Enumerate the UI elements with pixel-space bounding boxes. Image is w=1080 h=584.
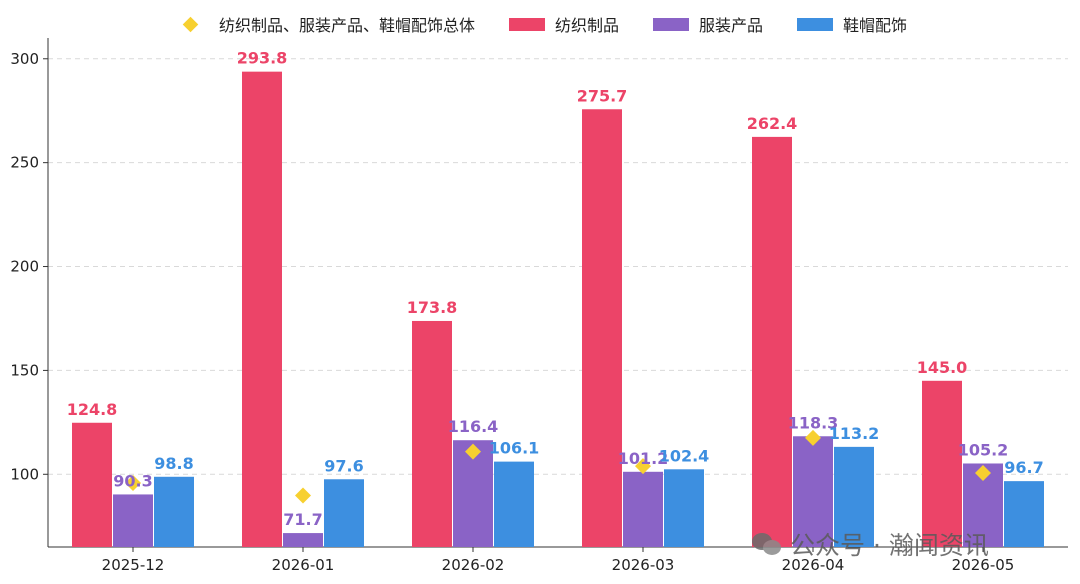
data-label: 102.4 [659, 446, 710, 465]
legend-item-footwear: 鞋帽配饰 [797, 12, 907, 36]
bar [154, 476, 194, 547]
data-label: 145.0 [917, 358, 968, 377]
y-tick-label: 300 [10, 50, 39, 68]
y-tick-label: 150 [10, 361, 39, 379]
overall-marker [295, 487, 311, 504]
bar [324, 479, 364, 547]
data-label: 275.7 [577, 86, 628, 105]
bar [412, 320, 452, 547]
bar [752, 136, 792, 548]
watermark: 公众号 · 瀚闻资讯 [752, 526, 989, 562]
x-tick-label: 2026-02 [442, 556, 505, 574]
legend-item-overall: 纺织制品、服装产品、鞋帽配饰总体 [173, 12, 475, 36]
overall-marker [125, 475, 141, 492]
x-tick-label: 2026-04 [782, 556, 845, 574]
data-label: 98.8 [154, 454, 193, 473]
bar [664, 469, 704, 547]
data-label: 113.2 [829, 424, 880, 443]
wechat-icon [752, 531, 782, 557]
data-label: 106.1 [489, 439, 540, 458]
legend-label-overall: 纺织制品、服装产品、鞋帽配饰总体 [218, 16, 475, 35]
bar [72, 422, 112, 547]
legend-swatch-apparel [653, 17, 689, 31]
data-label: 105.2 [958, 440, 1009, 459]
data-label: 293.8 [237, 49, 288, 68]
bar [494, 461, 534, 547]
legend-diamond-icon [173, 16, 209, 32]
data-label: 97.6 [324, 456, 363, 475]
bar [582, 109, 622, 547]
y-tick-label: 200 [10, 258, 39, 276]
legend-label-apparel: 服装产品 [699, 16, 764, 35]
data-label: 116.4 [448, 417, 499, 436]
overall-marker [805, 429, 821, 446]
x-tick-label: 2026-01 [272, 556, 335, 574]
data-label: 262.4 [747, 114, 798, 133]
bar [1004, 481, 1044, 547]
legend-item-apparel: 服装产品 [653, 12, 763, 36]
watermark-text: 公众号 · 瀚闻资讯 [790, 531, 989, 560]
legend-swatch-footwear [797, 17, 834, 31]
bar [623, 471, 663, 547]
legend-label-footwear: 鞋帽配饰 [843, 16, 908, 35]
bar [283, 533, 323, 547]
bar [922, 380, 962, 547]
bar [113, 494, 153, 547]
x-tick-label: 2026-03 [612, 556, 675, 574]
overall-marker [465, 443, 481, 460]
bar [793, 436, 833, 547]
y-tick-label: 100 [10, 465, 39, 483]
bar [834, 446, 874, 547]
data-label: 118.3 [788, 413, 839, 432]
legend-item-textile: 纺织制品 [508, 12, 619, 36]
data-label: 173.8 [407, 298, 458, 317]
overall-marker [635, 458, 651, 475]
legend-label-textile: 纺织制品 [554, 16, 619, 35]
data-label: 71.7 [283, 510, 322, 529]
x-tick-label: 2026-05 [952, 556, 1015, 574]
data-label: 90.3 [113, 471, 152, 490]
legend-swatch-textile [508, 17, 545, 31]
bar [242, 71, 282, 548]
overall-marker [975, 465, 991, 482]
x-tick-label: 2025-12 [102, 556, 165, 574]
y-tick-label: 250 [10, 154, 39, 172]
chart-legend: 纺织制品、服装产品、鞋帽配饰总体 纺织制品 服装产品 鞋帽配饰 [0, 12, 1080, 36]
data-label: 96.7 [1004, 458, 1043, 477]
data-label: 101.2 [618, 449, 669, 468]
data-label: 124.8 [67, 400, 118, 419]
